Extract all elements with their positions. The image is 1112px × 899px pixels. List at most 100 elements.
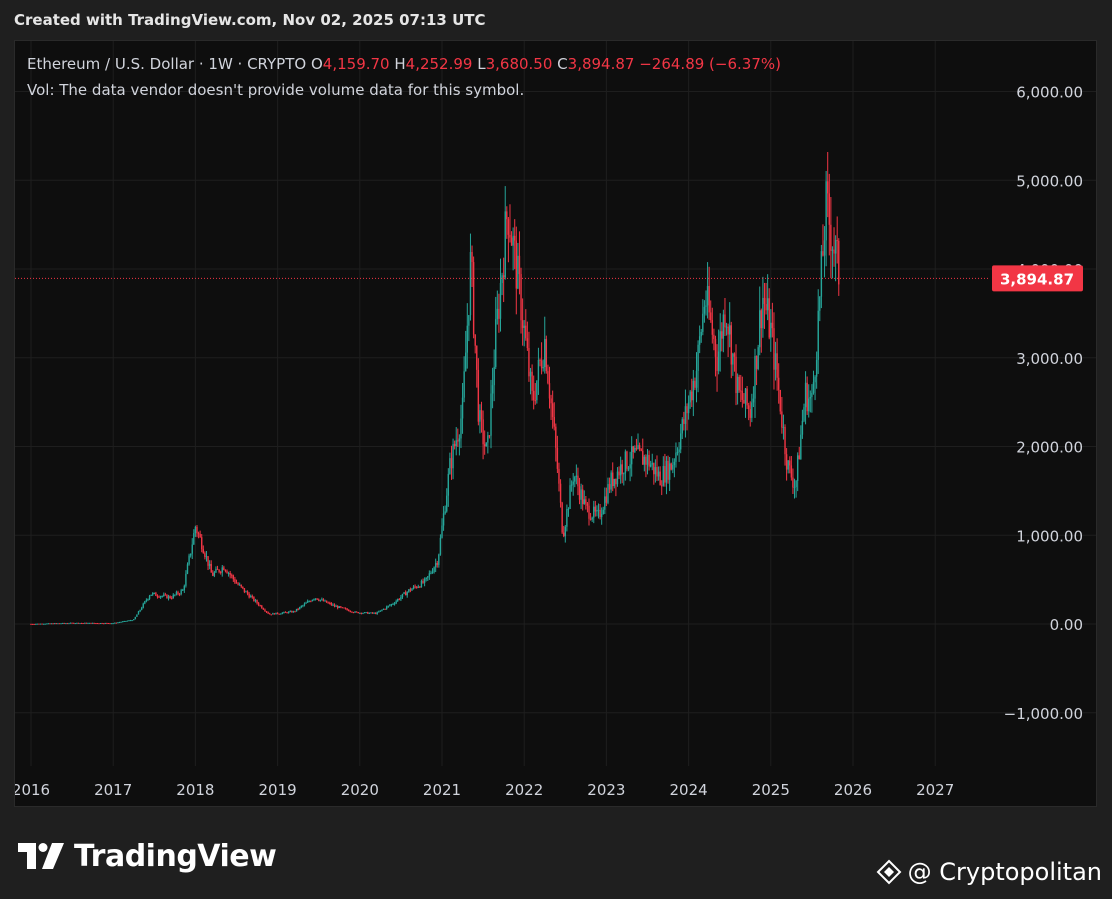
y-tick-label: 0.00 <box>1050 616 1083 634</box>
candle-body <box>242 586 244 589</box>
candle-body <box>389 605 391 607</box>
candle-body <box>455 440 457 447</box>
candle-body <box>231 574 233 576</box>
y-tick-label: 6,000.00 <box>1016 84 1083 102</box>
candle-body <box>678 449 680 452</box>
candle-body <box>588 505 590 519</box>
candle-body <box>79 622 81 624</box>
candle-body <box>819 296 821 311</box>
candle-body <box>561 502 563 533</box>
candle-body <box>645 456 647 465</box>
candle-body <box>340 606 342 608</box>
candle-body <box>828 193 830 225</box>
candle-body <box>49 623 51 625</box>
candle-body <box>308 601 310 603</box>
candle-body <box>278 613 280 615</box>
candlestick-chart[interactable]: 6,000.005,000.004,000.003,000.002,000.00… <box>15 41 1097 807</box>
candle-body <box>427 576 429 578</box>
candle-body <box>58 623 61 625</box>
candle-body <box>256 600 258 604</box>
candle-body <box>825 181 827 241</box>
candle-body <box>740 390 742 392</box>
candle-body <box>602 509 604 515</box>
candle-body <box>57 623 59 625</box>
candle-body <box>729 325 731 335</box>
candle-body <box>612 472 614 487</box>
candle-body <box>585 499 587 504</box>
candle-body <box>537 359 540 381</box>
candle-body <box>648 454 650 467</box>
candle-body <box>188 555 190 565</box>
candle-body <box>581 489 584 505</box>
candle-body <box>675 452 677 462</box>
candle-body <box>668 463 671 480</box>
candle-body <box>343 607 345 609</box>
candle-body <box>687 402 690 414</box>
candle-body <box>721 331 723 339</box>
last-price-label: 3,894.87 <box>1000 270 1074 288</box>
candle-body <box>175 592 178 595</box>
last-price-tag <box>992 265 1083 292</box>
candle-body <box>605 496 608 503</box>
candle-body <box>281 612 284 614</box>
candle-body <box>216 568 219 570</box>
y-tick-label: 1,000.00 <box>1016 527 1083 545</box>
candle-body <box>607 484 609 503</box>
candle-body <box>126 620 129 622</box>
candle-body <box>129 620 132 622</box>
symbol-name[interactable]: Ethereum / U.S. Dollar · 1W · CRYPTO <box>27 55 307 73</box>
candle-body <box>373 612 375 614</box>
symbol-legend: Ethereum / U.S. Dollar · 1W · CRYPTO O4,… <box>27 55 781 73</box>
chart-panel[interactable]: 6,000.005,000.004,000.003,000.002,000.00… <box>14 40 1097 807</box>
candle-body <box>31 623 34 625</box>
candle-body <box>539 359 541 361</box>
candle-body <box>164 594 167 596</box>
candle-body <box>801 420 804 435</box>
candle-body <box>68 623 70 625</box>
candle-body <box>550 398 552 404</box>
candle-body <box>395 601 397 604</box>
candle-body <box>398 599 401 601</box>
candle-body <box>686 406 688 414</box>
candle-body <box>838 240 840 285</box>
candle-body <box>752 398 755 403</box>
candle-body <box>757 347 759 369</box>
cryptopolitan-watermark: @ Cryptopolitan <box>876 858 1102 886</box>
candle-body <box>134 616 137 620</box>
candle-body <box>746 388 748 406</box>
candle-body <box>125 620 127 622</box>
candle-body <box>292 611 295 613</box>
candle-body <box>575 475 578 478</box>
candle-body <box>163 594 165 596</box>
candle-body <box>700 331 702 337</box>
binance-diamond-icon <box>876 859 902 885</box>
candle-body <box>665 460 668 483</box>
x-tick-label: 2025 <box>752 781 790 799</box>
candle-body <box>796 455 799 481</box>
y-tick-label: −1,000.00 <box>1004 705 1083 723</box>
candle-body <box>684 406 687 424</box>
candle-body <box>185 573 187 586</box>
x-tick-label: 2019 <box>259 781 297 799</box>
candle-body <box>466 325 468 353</box>
candle-body <box>460 418 462 439</box>
candle-body <box>618 471 620 476</box>
candle-body <box>468 315 470 326</box>
candle-body <box>65 623 67 625</box>
candle-body <box>80 622 83 624</box>
candle-body <box>374 612 377 614</box>
candle-body <box>499 283 502 319</box>
x-tick-label: 2022 <box>505 781 543 799</box>
candle-body <box>630 446 633 465</box>
candle-body <box>412 586 415 589</box>
candle-body <box>776 353 778 378</box>
candle-body <box>159 596 162 598</box>
tradingview-brand[interactable]: TradingView <box>18 836 277 876</box>
candle-body <box>510 237 513 246</box>
candle-body <box>336 606 339 609</box>
candle-body <box>47 623 50 625</box>
candle-body <box>836 240 838 242</box>
candle-body <box>416 586 418 588</box>
candle-body <box>88 622 91 624</box>
candle-body <box>327 602 329 604</box>
